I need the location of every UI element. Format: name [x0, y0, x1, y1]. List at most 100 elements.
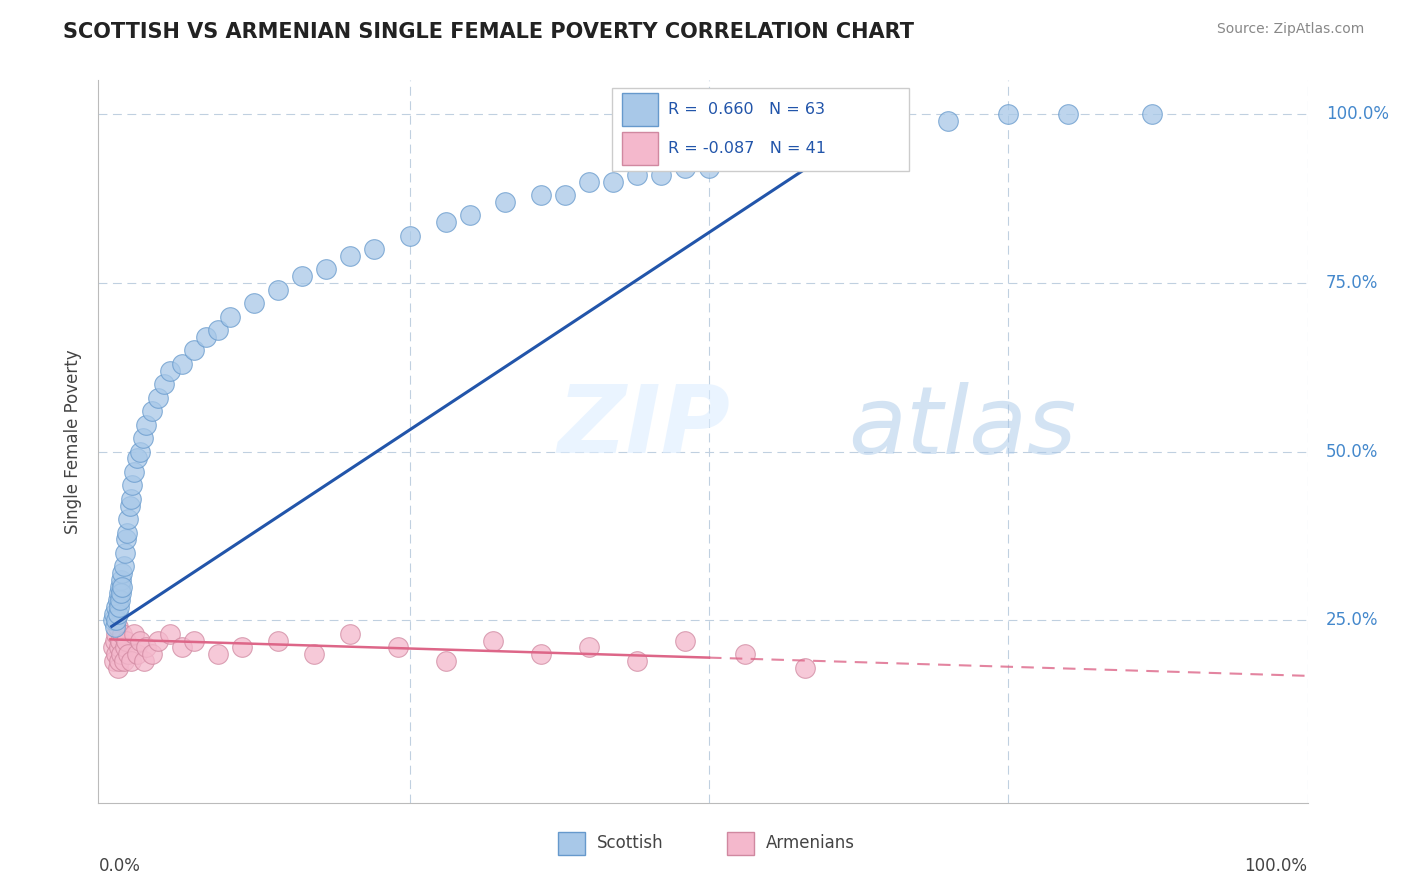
Point — [104, 633, 127, 648]
Point — [105, 627, 128, 641]
Point — [554, 188, 576, 202]
Point — [120, 654, 142, 668]
Point — [793, 661, 815, 675]
Point — [231, 640, 253, 655]
Point — [101, 614, 124, 628]
Point — [107, 593, 129, 607]
Point — [112, 654, 135, 668]
Point — [103, 654, 125, 668]
Text: 25.0%: 25.0% — [1326, 612, 1378, 630]
Point — [124, 465, 146, 479]
Point — [105, 599, 128, 614]
Point — [387, 640, 409, 655]
Point — [530, 647, 553, 661]
Point — [115, 533, 138, 547]
Point — [108, 580, 131, 594]
Point — [482, 633, 505, 648]
Point — [129, 633, 152, 648]
Point — [243, 296, 266, 310]
Text: Scottish: Scottish — [596, 834, 664, 852]
Point — [721, 147, 744, 161]
Point — [114, 640, 136, 655]
Text: 75.0%: 75.0% — [1326, 274, 1378, 292]
Point — [734, 647, 756, 661]
Point — [938, 113, 960, 128]
Point — [132, 654, 155, 668]
Point — [129, 444, 152, 458]
Point — [697, 161, 720, 175]
Point — [107, 586, 129, 600]
Point — [207, 647, 229, 661]
Text: 100.0%: 100.0% — [1244, 857, 1308, 875]
Point — [112, 559, 135, 574]
Text: atlas: atlas — [848, 382, 1077, 473]
Text: R =  0.660   N = 63: R = 0.660 N = 63 — [668, 102, 825, 117]
Point — [148, 391, 170, 405]
Point — [141, 404, 163, 418]
Point — [111, 566, 134, 581]
Point — [291, 269, 314, 284]
Point — [115, 525, 138, 540]
Point — [107, 654, 129, 668]
FancyBboxPatch shape — [727, 831, 754, 855]
Point — [118, 499, 141, 513]
Point — [135, 417, 157, 432]
Point — [626, 168, 648, 182]
Text: ZIP: ZIP — [558, 381, 731, 473]
Point — [159, 627, 181, 641]
Point — [141, 647, 163, 661]
Point — [110, 647, 132, 661]
Point — [103, 607, 125, 621]
Point — [398, 228, 420, 243]
Point — [267, 283, 290, 297]
Point — [101, 640, 124, 655]
Point — [195, 330, 218, 344]
Point — [530, 188, 553, 202]
FancyBboxPatch shape — [613, 87, 908, 170]
Point — [578, 175, 600, 189]
Point — [495, 194, 517, 209]
Point — [578, 640, 600, 655]
Point — [758, 141, 780, 155]
FancyBboxPatch shape — [558, 831, 585, 855]
Point — [207, 323, 229, 337]
Point — [107, 607, 129, 621]
Point — [339, 249, 361, 263]
Point — [107, 640, 129, 655]
Point — [108, 593, 131, 607]
FancyBboxPatch shape — [621, 132, 658, 165]
Point — [105, 647, 128, 661]
Point — [115, 633, 138, 648]
Point — [105, 614, 128, 628]
Point — [650, 168, 672, 182]
Point — [673, 633, 696, 648]
Text: R = -0.087   N = 41: R = -0.087 N = 41 — [668, 141, 825, 156]
Point — [121, 478, 143, 492]
Point — [148, 633, 170, 648]
Point — [172, 640, 194, 655]
Point — [626, 654, 648, 668]
Point — [302, 647, 325, 661]
Point — [110, 573, 132, 587]
Text: 0.0%: 0.0% — [98, 857, 141, 875]
Point — [219, 310, 242, 324]
Point — [673, 161, 696, 175]
Point — [132, 431, 155, 445]
Point — [183, 343, 205, 358]
Point — [159, 364, 181, 378]
Point — [107, 661, 129, 675]
Point — [1140, 107, 1163, 121]
Point — [111, 627, 134, 641]
Point — [125, 451, 148, 466]
Point — [877, 120, 900, 135]
Text: 100.0%: 100.0% — [1326, 105, 1389, 123]
Point — [114, 546, 136, 560]
Point — [124, 627, 146, 641]
Point — [110, 586, 132, 600]
Point — [107, 599, 129, 614]
Point — [267, 633, 290, 648]
Point — [458, 208, 481, 222]
Y-axis label: Single Female Poverty: Single Female Poverty — [65, 350, 83, 533]
Point — [1057, 107, 1080, 121]
Point — [108, 633, 131, 648]
